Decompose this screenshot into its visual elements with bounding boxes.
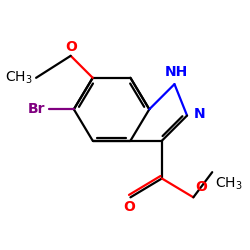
Text: NH: NH [164, 65, 188, 79]
Text: N: N [194, 107, 205, 121]
Text: O: O [65, 40, 77, 54]
Text: CH$_3$: CH$_3$ [5, 70, 33, 86]
Text: Br: Br [28, 102, 46, 116]
Text: O: O [195, 180, 207, 194]
Text: O: O [123, 200, 135, 214]
Text: CH$_3$: CH$_3$ [215, 176, 243, 192]
